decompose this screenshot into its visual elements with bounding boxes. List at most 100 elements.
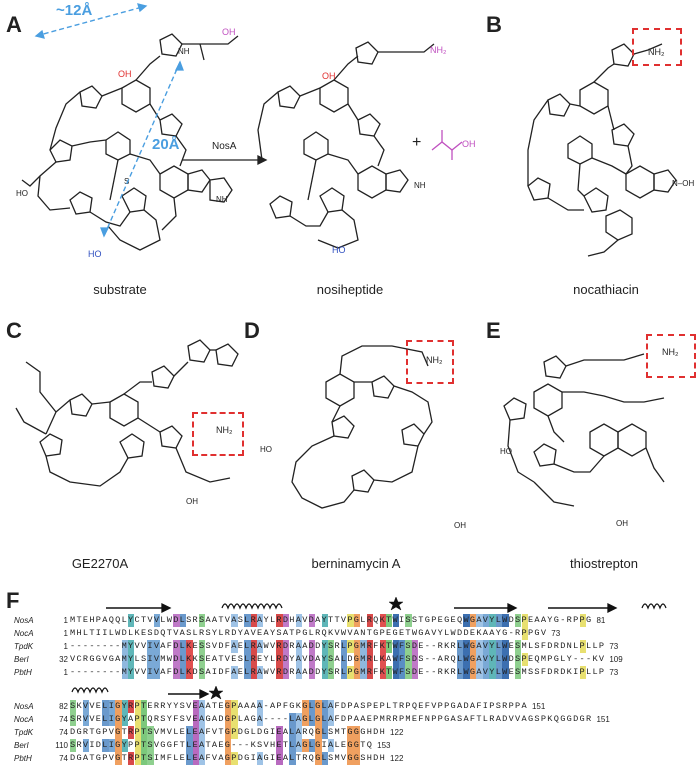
residue: A — [231, 666, 238, 679]
residue: Y — [495, 628, 501, 638]
residue: R — [250, 666, 258, 679]
residue: R — [192, 615, 198, 625]
residue: G — [424, 615, 430, 625]
sequence-start: 82 — [59, 702, 68, 711]
residue: A — [328, 700, 335, 713]
residue: M — [521, 667, 527, 677]
residue: D — [282, 614, 290, 627]
residue: G — [553, 615, 559, 625]
residue: Y — [547, 615, 553, 625]
residue: L — [308, 739, 316, 752]
residue: - — [237, 740, 243, 750]
sequence-end: 73 — [551, 629, 561, 638]
residue: A — [211, 615, 218, 625]
residue: G — [566, 714, 572, 724]
residue: - — [102, 667, 108, 677]
residue: L — [237, 714, 243, 724]
residue: V — [250, 628, 256, 638]
residue: L — [321, 713, 328, 726]
residue: - — [115, 641, 121, 651]
residue: L — [179, 653, 187, 666]
residue: G — [444, 615, 450, 625]
residue: A — [282, 727, 289, 737]
sequence-end: 73 — [609, 668, 619, 677]
residue: F — [398, 653, 406, 666]
secondary-structure-2 — [71, 685, 224, 700]
residue: E — [82, 615, 89, 625]
residue: V — [82, 739, 90, 752]
residue: W — [450, 628, 456, 638]
residue: E — [411, 714, 418, 724]
residue: V — [70, 654, 76, 664]
residue: L — [321, 726, 328, 739]
residue: P — [431, 714, 437, 724]
residue: E — [95, 701, 101, 711]
residue: R — [289, 641, 295, 651]
residue: L — [360, 615, 366, 625]
residue: L — [134, 654, 140, 664]
residue: S — [199, 640, 206, 653]
residue: A — [199, 739, 206, 752]
residue: K — [547, 714, 553, 724]
product-oh-red: OH — [322, 71, 336, 81]
thiostrepton-oh: OH — [616, 519, 628, 528]
pyruvate-structure — [431, 130, 463, 160]
residue: Y — [489, 614, 496, 627]
residue: - — [263, 714, 269, 724]
residue: L — [340, 653, 348, 666]
residue: R — [289, 667, 295, 677]
residue: E — [527, 615, 534, 625]
residue: P — [379, 701, 385, 711]
residue: H — [269, 740, 276, 750]
residue: T — [89, 753, 95, 763]
residue: G — [224, 739, 232, 752]
residue: P — [527, 628, 534, 638]
residue: T — [89, 628, 95, 638]
residue: I — [95, 628, 101, 638]
residue: V — [153, 640, 161, 653]
residue: E — [192, 739, 199, 752]
residue: G — [166, 740, 172, 750]
residue: R — [366, 653, 374, 666]
residue: A — [521, 714, 527, 724]
residue: G — [353, 739, 361, 752]
sequence-end: 151 — [531, 702, 546, 711]
residue: G — [469, 653, 477, 666]
residue: D — [347, 654, 353, 664]
sequence-start: 1 — [63, 616, 68, 625]
residue: L — [269, 654, 276, 664]
residue: V — [153, 666, 161, 679]
residue: P — [579, 614, 586, 627]
residue: V — [269, 667, 276, 677]
residue: A — [521, 701, 527, 711]
residue: D — [315, 667, 321, 677]
residue: - — [82, 641, 89, 651]
residue: V — [153, 740, 160, 750]
residue: A — [199, 700, 206, 713]
residue: F — [282, 701, 289, 711]
substrate-ho-blue: HO — [88, 249, 102, 259]
distance-label-long: 20Å — [152, 136, 180, 153]
residue: V — [302, 615, 308, 625]
residue: L — [173, 727, 179, 737]
residue: E — [257, 628, 263, 638]
residue: A — [179, 628, 185, 638]
residue: Y — [437, 628, 443, 638]
residue: L — [179, 666, 187, 679]
residue: L — [560, 654, 566, 664]
residue: V — [482, 666, 490, 679]
berninamycin-ho: HO — [260, 445, 272, 454]
residue: F — [418, 714, 424, 724]
residue: S — [515, 666, 522, 679]
residue: R — [437, 641, 443, 651]
residue: D — [463, 701, 469, 711]
residue: S — [405, 666, 412, 679]
residue: G — [347, 726, 354, 739]
enzyme-label: NosA — [212, 141, 237, 152]
caption-substrate: substrate — [93, 282, 147, 297]
residue: I — [147, 653, 154, 666]
thiostrepton-ho: HO — [500, 447, 512, 456]
residue: G — [205, 714, 211, 724]
residue: L — [179, 614, 187, 627]
residue: T — [418, 615, 424, 625]
